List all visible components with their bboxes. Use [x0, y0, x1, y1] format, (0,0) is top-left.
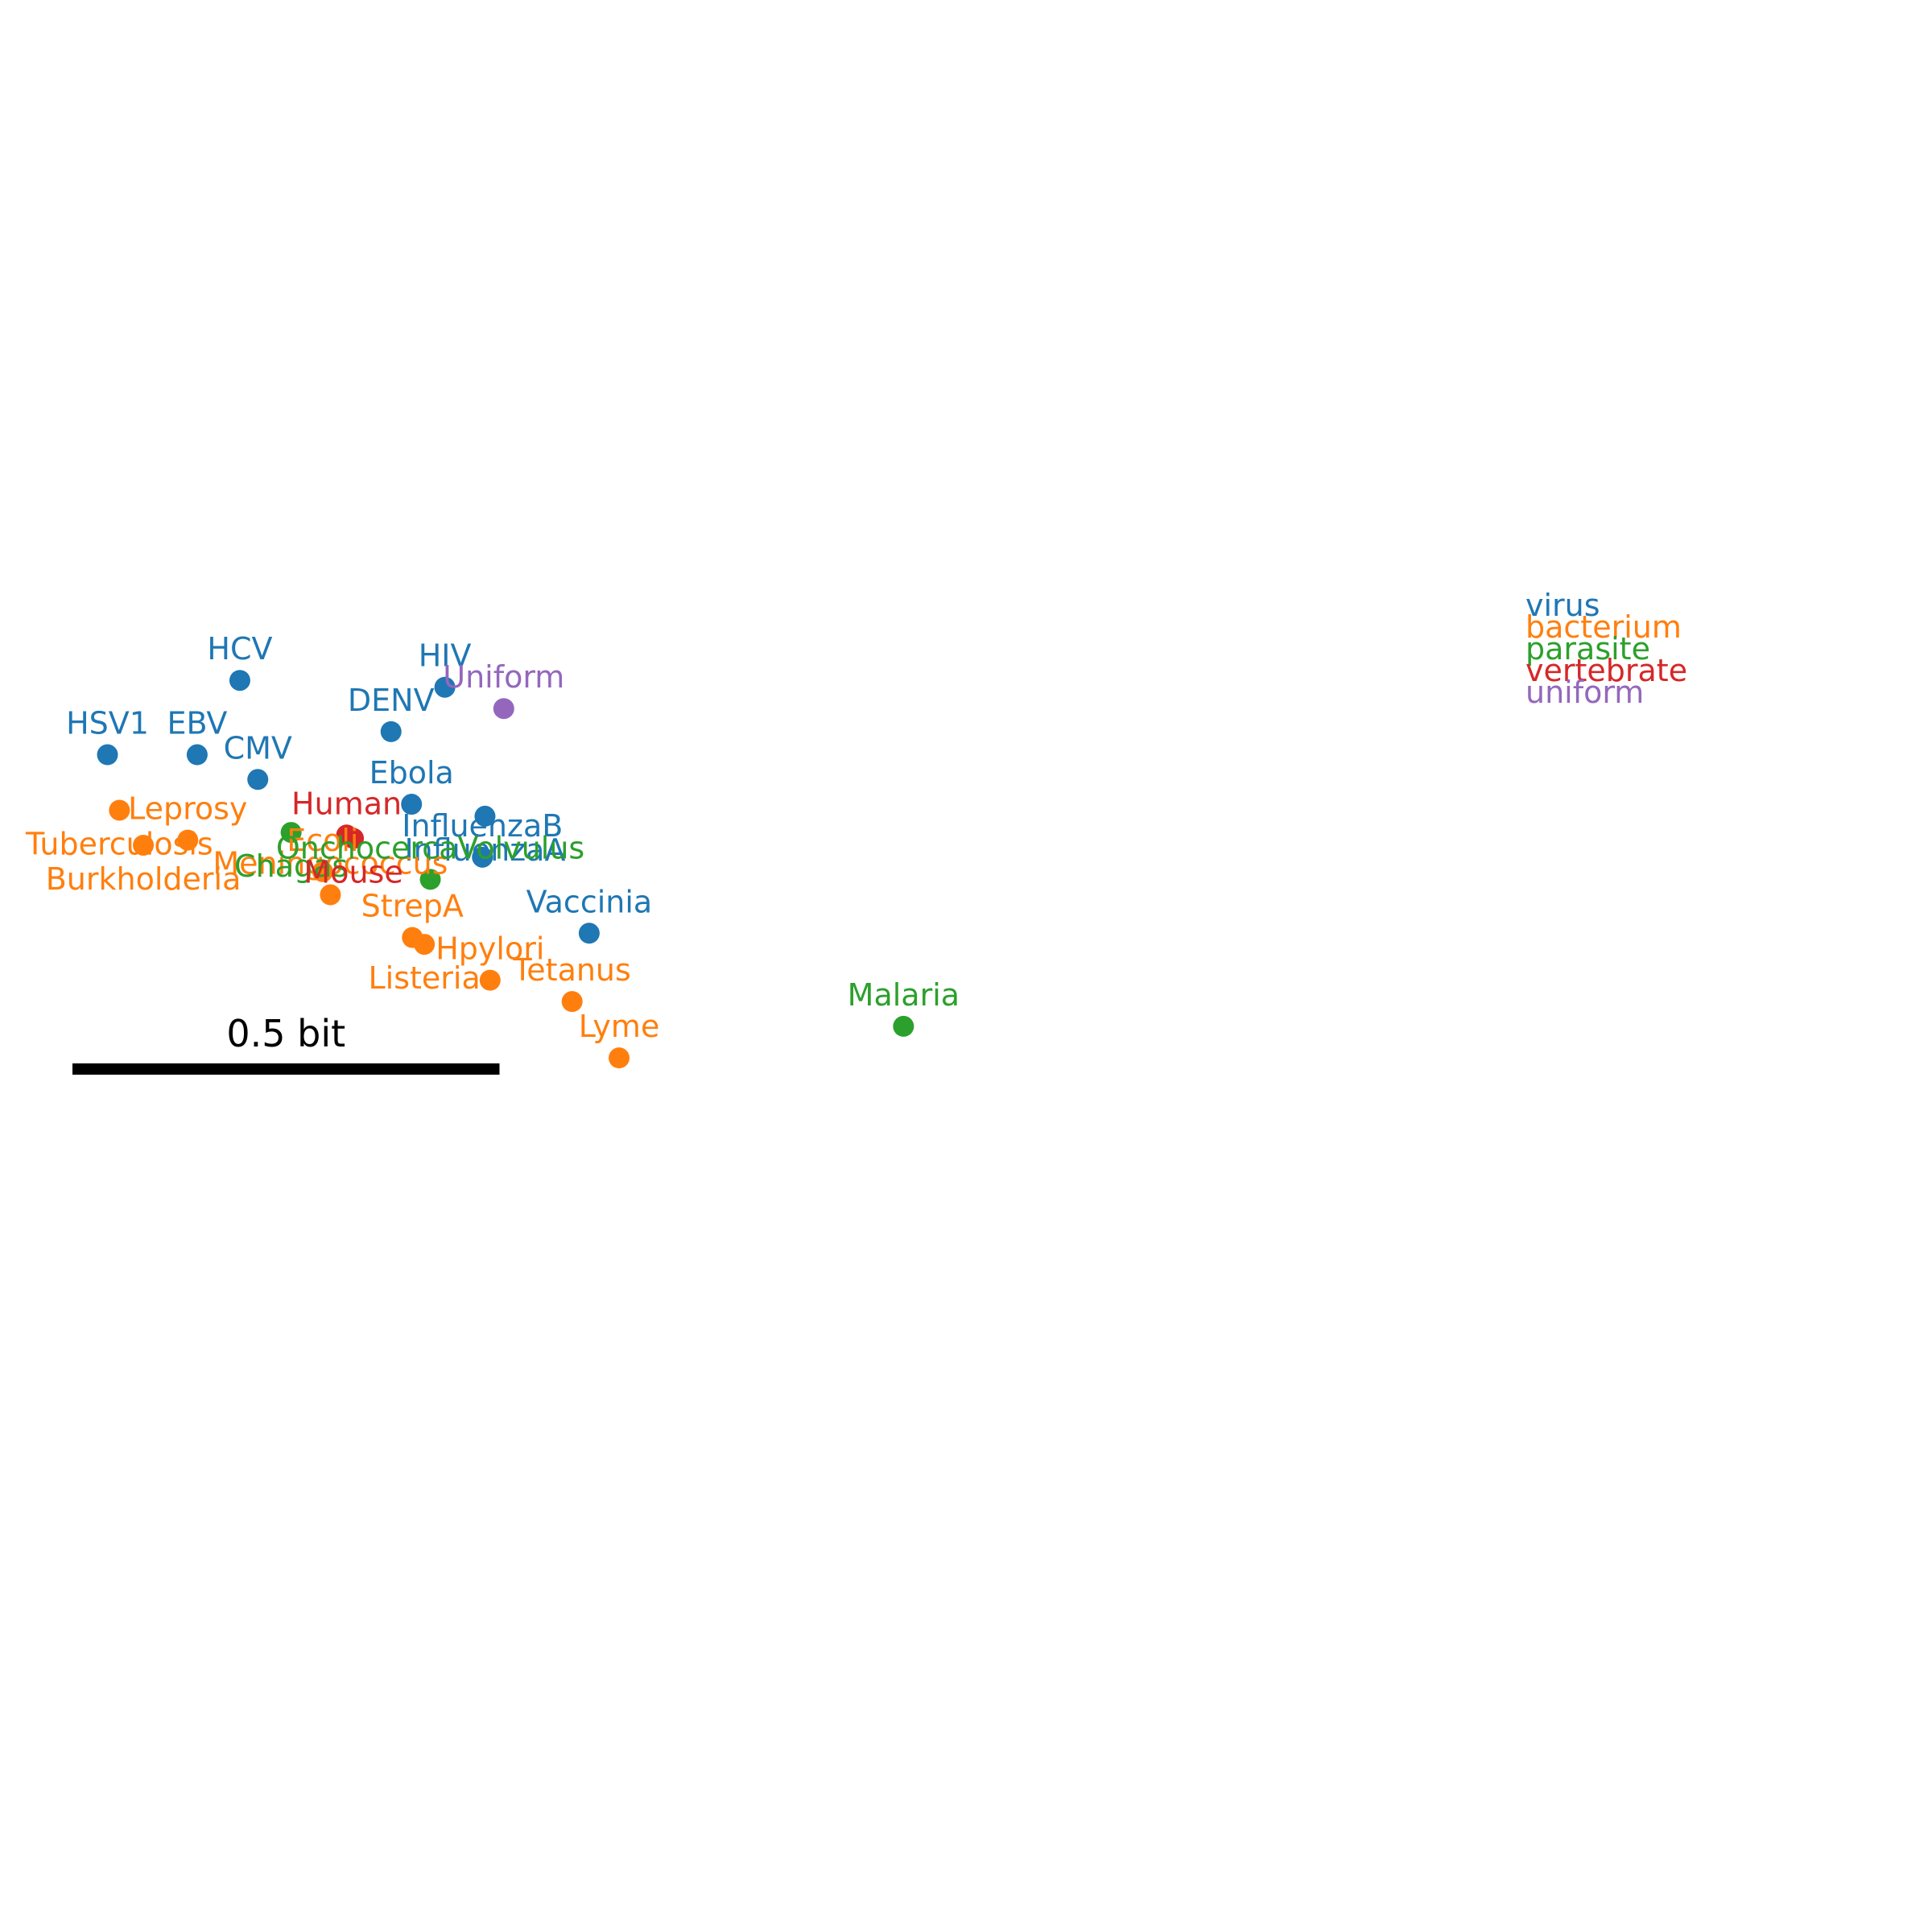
point-influenzab	[472, 846, 493, 868]
point-label-denv: DENV	[348, 683, 435, 718]
point-label-meningococcus: Meningococcus	[213, 846, 448, 881]
point-listeria	[414, 934, 436, 956]
point-lyme	[609, 1047, 630, 1069]
point-leprosy	[177, 829, 199, 851]
point-label-human: Human	[291, 786, 402, 821]
point-meningococcus	[320, 884, 341, 906]
point-label-hcv: HCV	[207, 631, 272, 667]
point-label-hsv1: HSV1	[66, 706, 149, 741]
point-cmv	[247, 769, 269, 791]
point-tuberculosis	[109, 799, 130, 821]
point-label-leprosy: Leprosy	[128, 791, 247, 827]
point-label-uniform: Uniform	[443, 659, 564, 695]
scale-bar: 0.5 bit	[72, 1012, 500, 1075]
point-label-cmv: CMV	[224, 730, 292, 766]
legend-entry-vertebrate: vertebrate	[1525, 653, 1687, 688]
legend-entry-parasite: parasite	[1525, 631, 1650, 667]
point-label-mouse: Mouse	[303, 854, 402, 890]
point-hpylori	[479, 969, 501, 991]
legend-entry-virus: virus	[1525, 588, 1600, 623]
point-label-tetanus: Tetanus	[513, 952, 631, 988]
point-chagas	[280, 822, 302, 844]
point-mouse	[343, 828, 365, 849]
point-label-ecoli: Ecoli	[287, 823, 358, 858]
point-label-ebv: EBV	[167, 706, 227, 741]
point-label-chagas: Chagas	[234, 848, 348, 884]
point-tetanus	[561, 991, 583, 1013]
point-label-listeria: Listeria	[368, 960, 480, 996]
point-ebv	[186, 744, 208, 766]
legend-entry-bacterium: bacterium	[1525, 609, 1682, 645]
point-hsv1	[97, 744, 118, 766]
point-label-hpylori: Hpylori	[436, 931, 544, 967]
point-label-tuberculosis: Tuberculosis	[25, 826, 213, 861]
point-label-influenzab: InfluenzaB	[402, 808, 563, 844]
point-onchocercavolvulus	[419, 869, 441, 890]
point-hcv	[229, 670, 250, 691]
points-layer	[97, 670, 914, 1069]
point-vaccinia	[578, 923, 600, 944]
point-label-strepa: StrepA	[361, 889, 464, 924]
point-burkholderia	[133, 834, 155, 856]
point-label-vaccinia: Vaccinia	[526, 884, 653, 919]
point-ebola	[401, 794, 423, 815]
point-label-onchocercavolvulus: OnchocercaVolvulus	[276, 830, 584, 865]
point-label-burkholderia: Burkholderia	[46, 861, 242, 897]
point-influenzaa	[474, 805, 496, 827]
point-label-influenzaa: InfluenzaA	[404, 832, 565, 868]
scale-bar-label: 0.5 bit	[226, 1012, 345, 1055]
point-label-hiv: HIV	[419, 638, 472, 674]
point-label-malaria: Malaria	[848, 977, 960, 1013]
point-uniform	[493, 698, 514, 720]
point-hiv	[434, 676, 456, 698]
point-label-lyme: Lyme	[579, 1009, 660, 1044]
legend-entry-uniform: uniform	[1525, 675, 1644, 710]
point-label-ebola: Ebola	[369, 755, 454, 791]
point-ecoli	[312, 861, 333, 882]
point-denv	[380, 720, 402, 742]
point-malaria	[893, 1015, 914, 1037]
